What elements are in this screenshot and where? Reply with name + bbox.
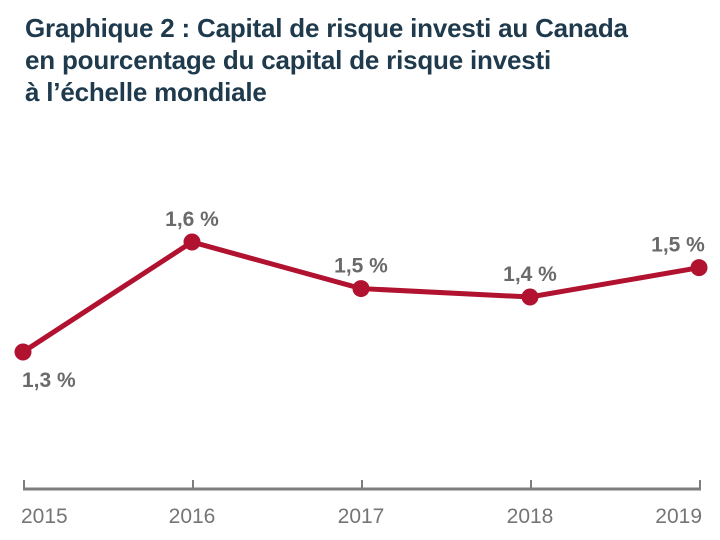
data-point: [352, 280, 370, 298]
x-axis-label: 2019: [655, 505, 702, 528]
data-point: [521, 288, 539, 306]
chart-title-line-2: en pourcentage du capital de risque inve…: [25, 45, 551, 75]
x-axis-label: 2017: [338, 505, 385, 528]
x-axis-label: 2016: [169, 505, 216, 528]
x-axis-label: 2015: [21, 505, 68, 528]
x-axis-label: 2018: [507, 505, 554, 528]
chart-title-line-3: à l’échelle mondiale: [25, 77, 267, 107]
chart-title: Graphique 2 : Capital de risque investi …: [25, 12, 628, 108]
data-point-label: 1,5 %: [651, 234, 705, 257]
data-point-label: 1,6 %: [165, 208, 219, 231]
data-point: [183, 233, 201, 251]
chart-title-line-1: Graphique 2 : Capital de risque investi …: [25, 13, 628, 43]
data-point-label: 1,4 %: [503, 263, 557, 286]
data-point: [690, 259, 708, 277]
data-point-label: 1,3 %: [22, 369, 76, 392]
data-point-label: 1,5 %: [334, 255, 388, 278]
data-point: [14, 343, 32, 361]
